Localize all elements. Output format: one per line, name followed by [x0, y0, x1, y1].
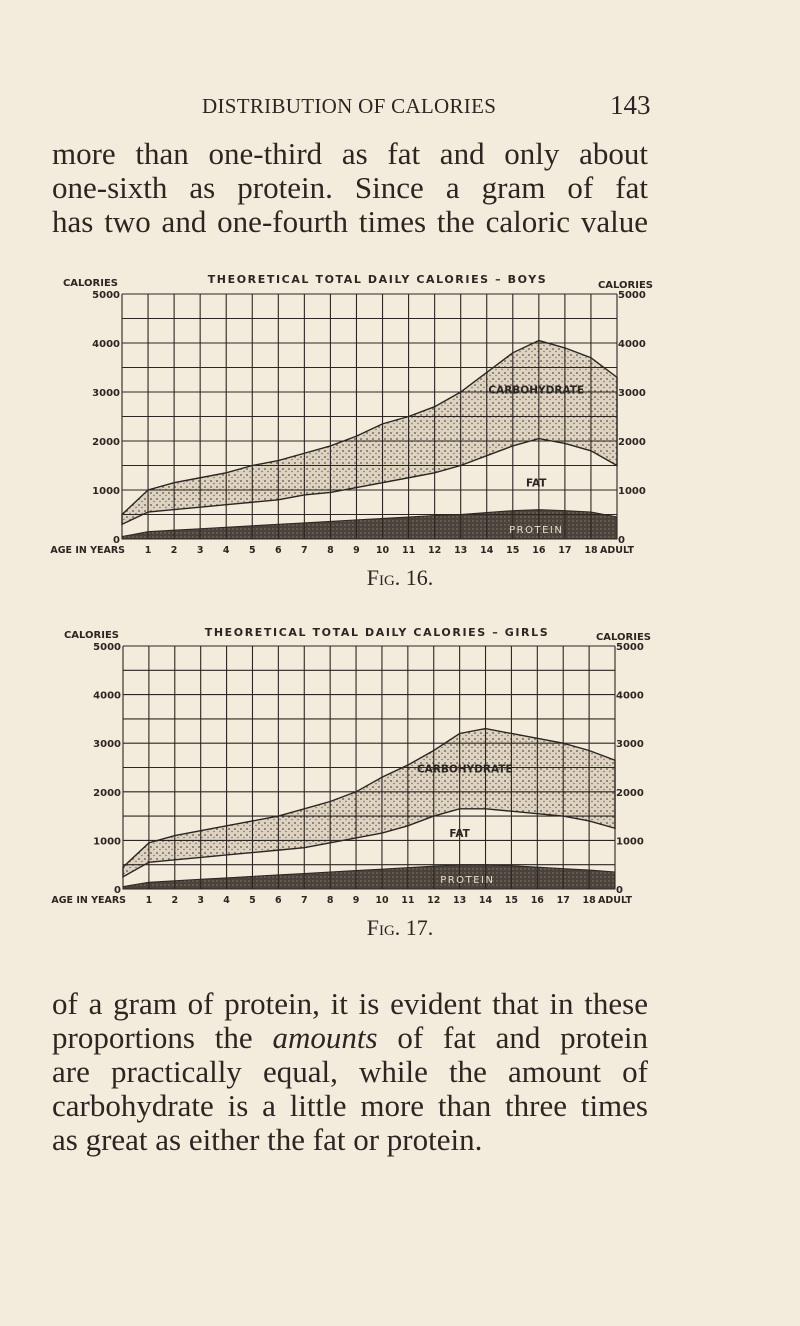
svg-text:1000: 1000 — [92, 486, 120, 497]
svg-text:ADULT: ADULT — [598, 895, 632, 906]
figure-16-caption: Fig. 16. — [366, 565, 434, 590]
svg-text:0: 0 — [616, 885, 623, 896]
svg-text:CALORIES: CALORIES — [64, 630, 119, 641]
svg-text:13: 13 — [454, 545, 467, 556]
svg-text:3: 3 — [197, 545, 204, 556]
svg-text:2000: 2000 — [618, 437, 646, 448]
svg-text:CALORIES: CALORIES — [63, 278, 118, 289]
svg-text:17: 17 — [557, 895, 570, 906]
text-line: carbohydrate is a little more than three… — [52, 1088, 648, 1123]
svg-text:5000: 5000 — [93, 642, 121, 653]
svg-text:9: 9 — [353, 895, 360, 906]
svg-text:2000: 2000 — [93, 788, 121, 799]
svg-text:AGE IN YEARS: AGE IN YEARS — [51, 895, 126, 906]
svg-text:4000: 4000 — [616, 691, 644, 702]
svg-text:15: 15 — [505, 895, 518, 906]
svg-text:3: 3 — [197, 895, 204, 906]
text-line: more than one-third as fat and only abou… — [52, 136, 648, 171]
svg-text:3000: 3000 — [92, 388, 120, 399]
chart-title: THEORETICAL TOTAL DAILY CALORIES – GIRLS — [205, 626, 550, 639]
svg-text:4: 4 — [223, 545, 230, 556]
paragraph-top: more than one-third as fat and only abou… — [52, 137, 648, 239]
svg-text:PROTEIN: PROTEIN — [440, 875, 494, 886]
text-line: as great as either the fat or protein. — [52, 1122, 483, 1157]
emphasis-amounts: amounts — [272, 1020, 378, 1055]
svg-text:11: 11 — [401, 895, 414, 906]
svg-text:3000: 3000 — [93, 739, 121, 750]
svg-text:15: 15 — [506, 545, 519, 556]
svg-text:7: 7 — [301, 895, 308, 906]
page-number: 143 — [610, 90, 651, 120]
svg-text:1000: 1000 — [93, 836, 121, 847]
svg-text:12: 12 — [428, 545, 441, 556]
svg-text:13: 13 — [453, 895, 466, 906]
svg-text:CALORIES: CALORIES — [598, 280, 653, 291]
svg-text:5: 5 — [249, 545, 256, 556]
svg-text:4000: 4000 — [93, 691, 121, 702]
svg-text:0: 0 — [618, 535, 625, 546]
svg-text:0: 0 — [114, 885, 121, 896]
svg-text:6: 6 — [275, 895, 282, 906]
carbohydrate-area — [122, 727, 616, 879]
text-line: proportions the amounts of fat and prote… — [52, 1020, 648, 1055]
svg-text:10: 10 — [375, 895, 389, 906]
svg-text:1000: 1000 — [616, 836, 644, 847]
paragraph-bottom: of a gram of protein, it is evident that… — [52, 987, 648, 1157]
svg-text:16: 16 — [531, 895, 545, 906]
text-line: of a gram of protein, it is evident that… — [52, 986, 648, 1021]
svg-text:11: 11 — [402, 545, 415, 556]
chart-title: THEORETICAL TOTAL DAILY CALORIES – BOYS — [208, 273, 548, 286]
running-head-title: DISTRIBUTION OF CALORIES — [202, 94, 497, 118]
protein-area — [122, 864, 616, 890]
svg-text:8: 8 — [327, 895, 334, 906]
svg-text:7: 7 — [301, 545, 308, 556]
svg-text:1: 1 — [145, 545, 152, 556]
svg-text:14: 14 — [480, 545, 494, 556]
figure-17-caption: Fig. 17. — [366, 915, 434, 940]
svg-text:16: 16 — [532, 545, 546, 556]
svg-text:CARBOHYDRATE: CARBOHYDRATE — [417, 764, 513, 776]
svg-text:18: 18 — [582, 895, 596, 906]
svg-text:2000: 2000 — [92, 437, 120, 448]
svg-text:17: 17 — [558, 545, 571, 556]
svg-text:ADULT: ADULT — [600, 545, 634, 556]
svg-text:2: 2 — [171, 895, 178, 906]
svg-text:6: 6 — [275, 545, 282, 556]
svg-text:8: 8 — [327, 545, 334, 556]
svg-text:12: 12 — [427, 895, 440, 906]
svg-text:3000: 3000 — [618, 388, 646, 399]
svg-text:PROTEIN: PROTEIN — [509, 525, 563, 536]
running-head: DISTRIBUTION OF CALORIES 143 — [0, 90, 800, 124]
svg-text:CALORIES: CALORIES — [596, 632, 651, 643]
svg-text:5000: 5000 — [92, 290, 120, 301]
svg-text:2000: 2000 — [616, 788, 644, 799]
svg-text:CARBOHYDRATE: CARBOHYDRATE — [488, 385, 584, 397]
svg-text:4000: 4000 — [92, 339, 120, 350]
svg-text:AGE IN YEARS: AGE IN YEARS — [50, 545, 125, 556]
text-line: has two and one-fourth times the caloric… — [52, 204, 648, 239]
svg-text:9: 9 — [353, 545, 360, 556]
svg-text:0: 0 — [113, 535, 120, 546]
svg-text:18: 18 — [584, 545, 598, 556]
svg-text:14: 14 — [479, 895, 493, 906]
svg-text:5000: 5000 — [616, 642, 644, 653]
svg-text:2: 2 — [171, 545, 178, 556]
svg-text:3000: 3000 — [616, 739, 644, 750]
text-line: one-sixth as protein. Since a gram of fa… — [52, 170, 648, 205]
svg-text:5000: 5000 — [618, 290, 646, 301]
svg-text:5: 5 — [249, 895, 256, 906]
svg-text:4000: 4000 — [618, 339, 646, 350]
text-line: are practically equal, while the amount … — [52, 1054, 648, 1089]
svg-text:FAT: FAT — [526, 478, 547, 490]
svg-text:FAT: FAT — [449, 828, 470, 840]
svg-text:1000: 1000 — [618, 486, 646, 497]
svg-text:10: 10 — [376, 545, 390, 556]
svg-text:4: 4 — [223, 895, 230, 906]
svg-text:1: 1 — [146, 895, 153, 906]
